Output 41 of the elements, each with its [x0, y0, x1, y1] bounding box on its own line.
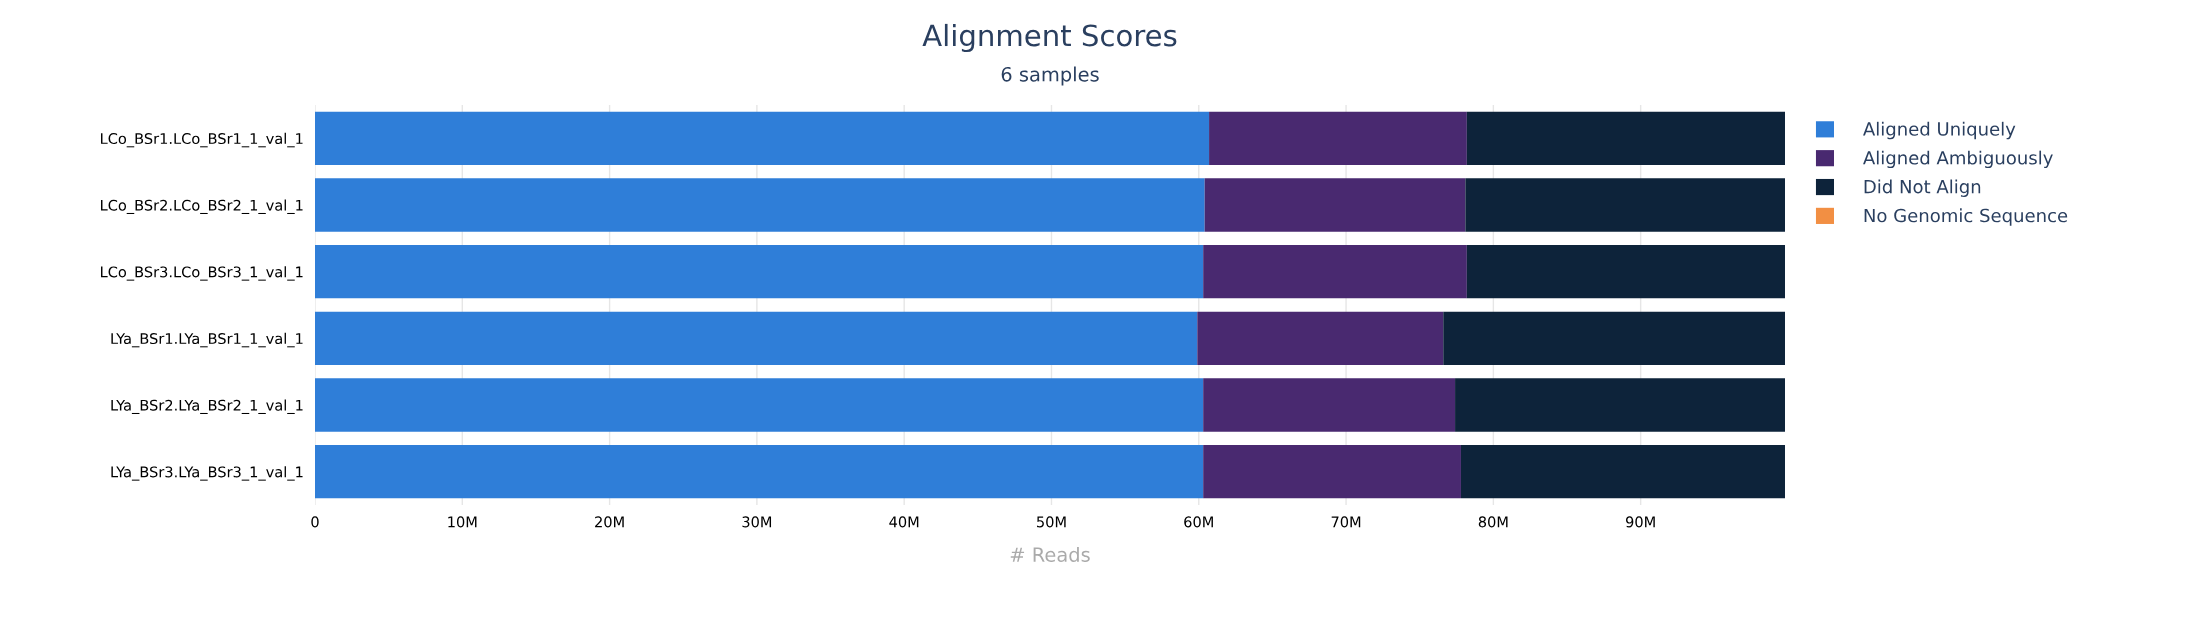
- y-tick-label: LCo_BSr2.LCo_BSr2_1_val_1: [101, 199, 303, 214]
- bar: [1203, 378, 1456, 432]
- x-tick-label: 50M: [1037, 516, 1066, 528]
- x-tick-label: 20M: [595, 516, 624, 528]
- bar: [1203, 445, 1461, 499]
- legend-label: Did Not Align: [1864, 179, 1981, 197]
- bar: [315, 245, 1204, 299]
- bar: [315, 178, 1205, 232]
- bar: [315, 378, 1204, 432]
- x-axis-title: # Reads: [1010, 546, 1090, 562]
- y-tick-label: LYa_BSr2.LYa_BSr2_1_val_1: [111, 399, 303, 414]
- y-tick-label: LYa_BSr3.LYa_BSr3_1_val_1: [111, 466, 303, 481]
- bar: [1460, 445, 1785, 499]
- x-tick-label: 90M: [1626, 516, 1655, 528]
- x-tick-label: 10M: [448, 516, 477, 528]
- x-tick-label: 0: [311, 516, 319, 528]
- bar: [1466, 245, 1785, 299]
- bar: [1209, 111, 1467, 165]
- x-tick-label: 60M: [1184, 516, 1213, 528]
- legend-label: No Genomic Sequence: [1864, 208, 2068, 226]
- bar: [1465, 178, 1785, 232]
- y-tick-label: LCo_BSr3.LCo_BSr3_1_val_1: [101, 266, 303, 281]
- x-tick-label: 80M: [1478, 516, 1508, 528]
- legend-label: Aligned Ambiguously: [1863, 150, 2053, 169]
- y-tick-label: LCo_BSr1.LCo_BSr1_1_val_1: [101, 132, 303, 148]
- bar: [315, 311, 1198, 365]
- bar: [1197, 311, 1444, 365]
- chart-subtitle: 6 samples: [1001, 66, 1099, 86]
- x-tick-label: 30M: [742, 516, 772, 528]
- bar: [315, 111, 1210, 165]
- bar: [315, 445, 1204, 499]
- x-tick-label: 40M: [889, 516, 919, 528]
- x-tick-label: 70M: [1331, 516, 1361, 528]
- bar: [1204, 178, 1466, 232]
- bar: [1203, 245, 1467, 299]
- bar: [1466, 111, 1785, 165]
- chart-title: Alignment Scores: [922, 23, 1177, 53]
- bar: [1455, 378, 1785, 432]
- y-tick-label: LYa_BSr1.LYa_BSr1_1_val_1: [111, 332, 303, 348]
- legend-label: Aligned Uniquely: [1863, 121, 2016, 140]
- bar: [1443, 311, 1785, 365]
